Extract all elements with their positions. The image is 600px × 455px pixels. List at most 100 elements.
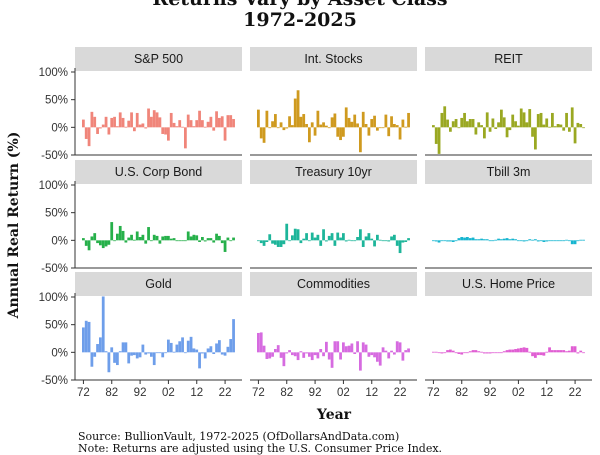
return-bar <box>536 114 540 128</box>
return-bar <box>384 350 388 353</box>
return-bar <box>223 127 227 141</box>
return-bar <box>432 240 435 242</box>
return-bar <box>192 126 196 128</box>
return-bar <box>494 127 498 129</box>
return-bar <box>449 240 452 242</box>
return-bar <box>226 346 230 353</box>
return-bar <box>220 240 224 244</box>
return-bar <box>440 352 444 354</box>
return-bar <box>446 119 449 128</box>
return-bar <box>305 352 308 354</box>
return-bar <box>359 229 362 241</box>
return-bar <box>282 352 286 367</box>
return-bar <box>232 319 235 353</box>
return-bar <box>522 347 526 353</box>
return-bar <box>325 125 328 128</box>
return-bar <box>181 240 184 242</box>
return-bar <box>534 239 537 241</box>
return-bar <box>364 236 368 241</box>
return-bar <box>356 123 359 128</box>
facet-strip <box>75 47 242 71</box>
return-bar <box>104 240 108 247</box>
return-bar <box>99 127 102 129</box>
return-bar <box>344 240 348 242</box>
return-bar <box>485 352 489 354</box>
return-bar <box>551 350 554 353</box>
return-bar <box>539 240 543 242</box>
return-bar <box>376 352 379 362</box>
return-bar <box>310 232 314 241</box>
return-bar <box>172 238 176 241</box>
return-bar <box>121 117 125 128</box>
return-bar <box>553 126 557 128</box>
return-bar <box>150 240 153 242</box>
return-bar <box>104 116 108 128</box>
return-bar <box>274 240 277 245</box>
return-bar <box>259 240 263 244</box>
return-bar <box>378 127 382 129</box>
return-bar <box>144 240 148 244</box>
return-bar <box>305 233 308 241</box>
return-bar <box>534 352 537 358</box>
return-bar <box>175 240 179 242</box>
return-bar <box>212 127 216 131</box>
return-bar <box>184 240 187 242</box>
return-bar <box>203 352 207 359</box>
return-bar <box>186 231 190 241</box>
return-bar <box>480 351 483 353</box>
return-bar <box>477 239 481 241</box>
return-bar <box>209 238 213 241</box>
return-bar <box>127 352 131 364</box>
return-bar <box>582 352 585 354</box>
return-bar <box>82 327 85 353</box>
facet-strip-label: U.S. Corp Bond <box>115 165 203 179</box>
return-bar <box>404 350 408 353</box>
y-tick-label: -50% <box>41 150 68 162</box>
return-bar <box>130 234 133 241</box>
facet-panel: Int. Stocks <box>250 47 417 156</box>
return-bar <box>434 351 438 353</box>
return-bar <box>302 238 306 241</box>
facet-strip-label: Commodities <box>297 277 370 291</box>
return-bar <box>189 336 193 353</box>
return-bar <box>113 352 116 363</box>
return-bar <box>291 352 294 356</box>
return-bar <box>293 352 297 357</box>
return-bar <box>178 240 182 242</box>
return-bar <box>262 127 266 143</box>
facet-strip <box>250 160 417 184</box>
source-note: Source: BullionVault, 1972-2025 (OfDolla… <box>78 430 400 443</box>
return-bar <box>285 223 289 241</box>
return-bar <box>184 352 187 354</box>
return-bar <box>347 345 351 353</box>
return-bar <box>404 240 408 242</box>
return-bar <box>511 114 515 128</box>
return-bar <box>124 342 128 353</box>
return-bar <box>169 342 173 353</box>
return-bar <box>437 127 441 154</box>
return-bar <box>356 237 359 241</box>
return-bar <box>432 125 435 128</box>
return-bar <box>87 321 91 353</box>
return-bar <box>147 352 150 354</box>
return-bar <box>539 352 543 356</box>
return-bar <box>353 240 357 242</box>
return-bar <box>502 351 506 353</box>
return-bar <box>376 127 379 131</box>
return-bar <box>468 238 472 241</box>
return-bar <box>257 332 260 353</box>
return-bar <box>147 227 150 241</box>
return-bar <box>505 127 509 138</box>
return-bar <box>559 124 563 128</box>
facet-strip <box>250 47 417 71</box>
return-bar <box>152 110 156 128</box>
return-bar <box>327 235 331 241</box>
return-bar <box>327 127 331 129</box>
return-bar <box>491 352 495 354</box>
return-bar <box>466 237 469 241</box>
return-bar <box>265 352 269 359</box>
return-bar <box>215 343 218 353</box>
return-bar <box>206 121 210 128</box>
return-bar <box>150 352 153 357</box>
